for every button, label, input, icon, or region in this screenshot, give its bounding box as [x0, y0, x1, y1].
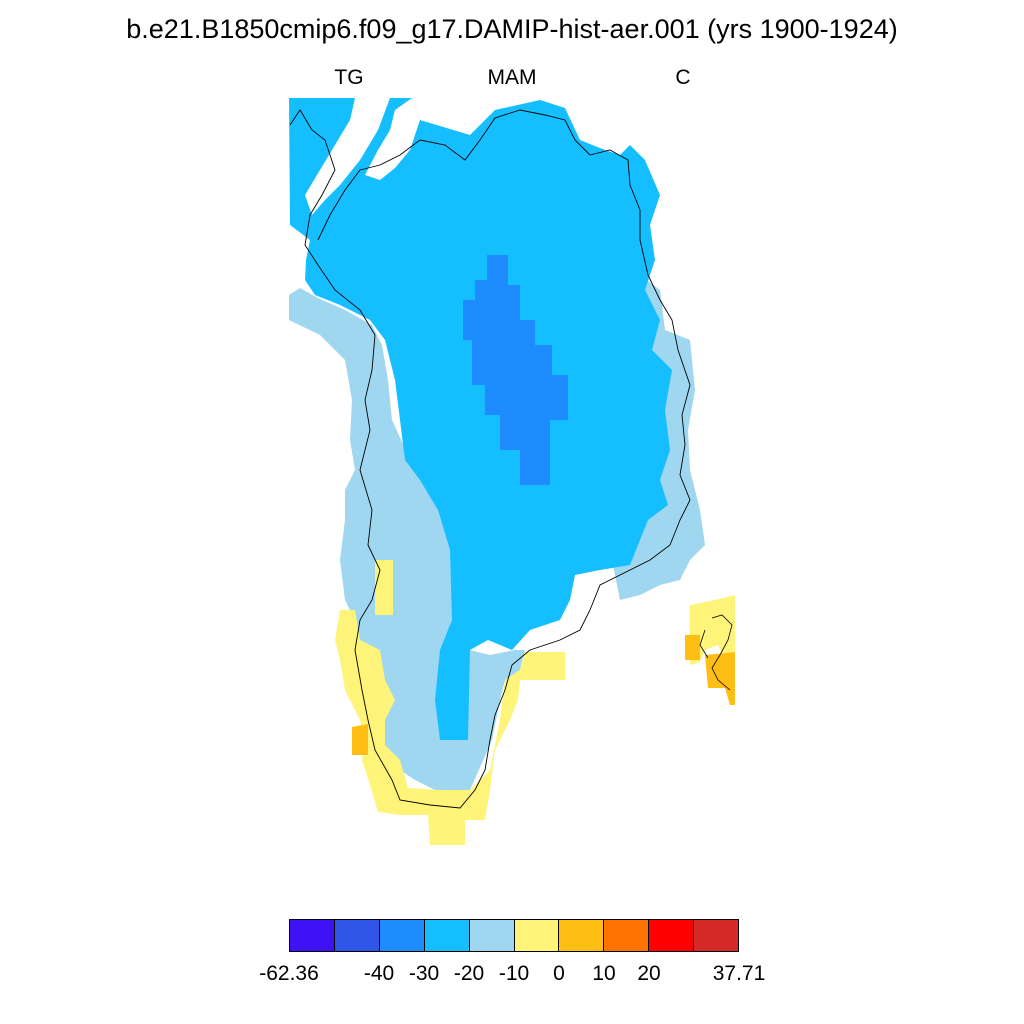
colorbar-tick-label: -40: [363, 962, 395, 985]
variable-label: TG: [334, 66, 364, 89]
colorbar-swatch: [559, 920, 605, 951]
field-region-minus40-minus30: [463, 255, 568, 485]
colorbar-swatch: [604, 920, 650, 951]
units-label: C: [675, 66, 691, 89]
colorbar-swatch: [379, 920, 425, 951]
colorbar-swatch: [290, 920, 335, 951]
colorbar-tick-label: 0: [553, 962, 565, 985]
colorbar-swatch: [469, 920, 515, 951]
field-region-0-10-east-b: [705, 652, 735, 705]
colorbar-swatch: [649, 920, 695, 951]
colorbar-tick-label: -20: [453, 962, 485, 985]
field-region-0-10-west: [352, 724, 368, 755]
colorbar-tick-label: -10: [498, 962, 530, 985]
colorbar-tick-label: -62.36: [259, 962, 319, 985]
map-title: b.e21.B1850cmip6.f09_g17.DAMIP-hist-aer.…: [126, 14, 898, 44]
colorbar-tick-label: 37.71: [712, 962, 766, 985]
field-region-minus10-0-small: [375, 560, 393, 615]
season-label: MAM: [487, 66, 537, 89]
field-gap-north-1: [305, 98, 390, 215]
colorbar-tick-label: 20: [637, 962, 661, 985]
colorbar-tick-label: 10: [592, 962, 616, 985]
colorbar: [289, 919, 739, 952]
field-region-0-10-east-a: [685, 635, 700, 660]
colorbar-swatch: [694, 920, 739, 951]
colorbar-swatch: [424, 920, 470, 951]
colorbar-swatch: [514, 920, 560, 951]
field-gap-north-2: [365, 98, 420, 180]
coastline: [289, 109, 691, 809]
coastline-east-island: [699, 614, 733, 691]
colorbar-swatch: [334, 920, 380, 951]
field-region-minus30-minus20: [289, 98, 672, 740]
field-region-minus10-0: [335, 610, 565, 845]
colorbar-tick-label: -30: [408, 962, 440, 985]
